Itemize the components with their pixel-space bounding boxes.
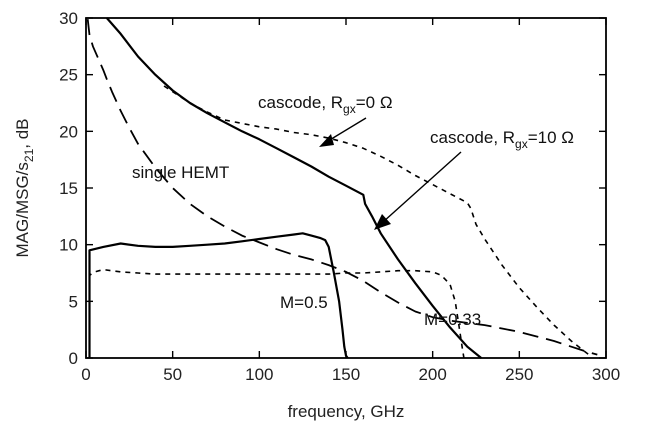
- series-line-4: [88, 232, 349, 359]
- y-axis-title-sub: 21: [22, 148, 36, 162]
- y-tick-label: 20: [59, 122, 78, 141]
- series-layer: [86, 17, 598, 359]
- annotation-m-033: M=0.33: [424, 310, 481, 329]
- x-tick-label: 200: [418, 365, 446, 384]
- ticks: 0 50 100 150 200 250 300 0 5 10 15 20 25 30: [59, 9, 620, 384]
- x-tick-label: 150: [332, 365, 360, 384]
- plot-area: 0 50 100 150 200 250 300 0 5 10 15 20 25 30: [59, 9, 620, 384]
- y-axis-title: MAG/MSG/s21, dB: [13, 118, 36, 257]
- annotations: cascode, Rgx=0 Ω cascode, Rgx=10 Ω singl…: [132, 93, 574, 329]
- series-line-2: [105, 17, 482, 359]
- arrow-to-cascode-0: [319, 117, 367, 147]
- y-tick-label: 0: [69, 349, 78, 368]
- x-tick-label: 250: [505, 365, 533, 384]
- series-line-5: [88, 268, 465, 359]
- y-axis-title-tail: , dB: [13, 118, 32, 148]
- series-line-1: [86, 18, 598, 356]
- series-line-3: [163, 85, 590, 356]
- y-tick-label: 5: [69, 292, 78, 311]
- x-tick-label: 0: [81, 365, 90, 384]
- y-axis-title-main: MAG/MSG/s: [13, 162, 32, 257]
- arrow-to-cascode-10: [374, 151, 462, 230]
- x-tick-label: 50: [163, 365, 182, 384]
- annotation-cascode-0: cascode, Rgx=0 Ω: [258, 93, 393, 116]
- y-tick-label: 10: [59, 236, 78, 255]
- plot-frame: [85, 17, 607, 359]
- annotation-cascode-10: cascode, Rgx=10 Ω: [430, 128, 574, 151]
- annotation-single-hemt: single HEMT: [132, 163, 229, 182]
- x-axis-title: frequency, GHz: [288, 402, 405, 421]
- y-tick-label: 30: [59, 9, 78, 28]
- annotation-m-05: M=0.5: [280, 293, 328, 312]
- x-tick-label: 300: [592, 365, 620, 384]
- y-tick-label: 25: [59, 66, 78, 85]
- x-tick-label: 100: [245, 365, 273, 384]
- y-tick-label: 15: [59, 179, 78, 198]
